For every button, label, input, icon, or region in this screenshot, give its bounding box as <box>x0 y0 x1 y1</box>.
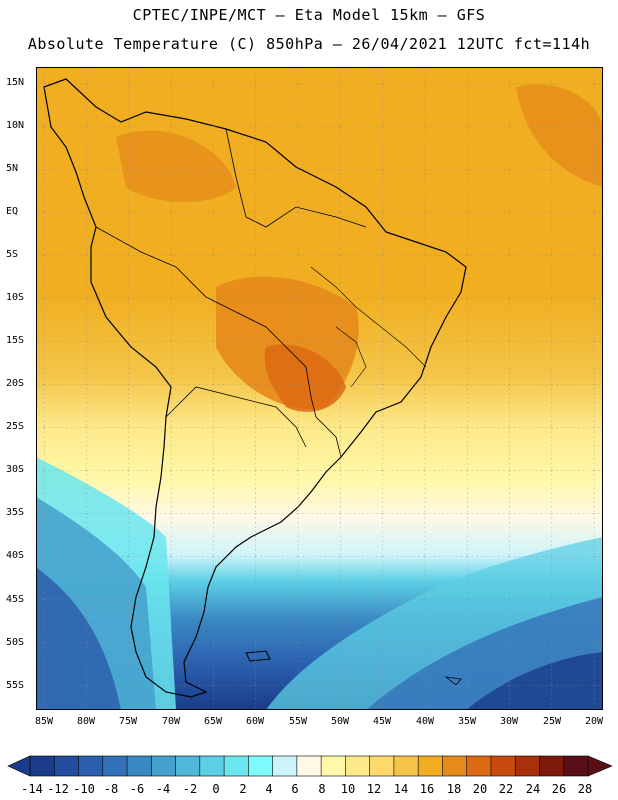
colorbar-label: 6 <box>291 782 299 796</box>
lat-label: 30S <box>6 464 25 475</box>
colorbar-segment <box>345 755 371 777</box>
colorbar-segment <box>102 755 128 777</box>
title-line-1: CPTEC/INPE/MCT – Eta Model 15km – GFS <box>132 6 486 24</box>
lat-label: 5N <box>6 163 19 174</box>
colorbar-segment <box>393 755 419 777</box>
colorbar-segment <box>417 755 444 777</box>
colorbar-label: -14 <box>21 782 43 796</box>
temperature-map <box>36 67 603 710</box>
lat-label: 50S <box>6 637 25 648</box>
lat-label: 5S <box>6 249 19 260</box>
colorbar-label: 18 <box>446 782 462 796</box>
title-line-2: Absolute Temperature (C) 850hPa – 26/04/… <box>27 35 591 53</box>
lon-label: 85W <box>34 716 54 727</box>
lat-label: EQ <box>6 206 19 217</box>
colorbar-segment <box>514 755 541 777</box>
lat-lon-grid <box>36 67 603 710</box>
colorbar-arrow-right <box>587 755 613 777</box>
colorbar-segment <box>248 755 274 777</box>
lat-label: 40S <box>6 550 25 561</box>
colorbar-label: 2 <box>239 782 247 796</box>
colorbar-segment <box>442 755 468 777</box>
colorbar-label: -10 <box>73 782 95 796</box>
colorbar-label: 20 <box>472 782 488 796</box>
colorbar-segment <box>296 755 322 777</box>
colorbar-label: -2 <box>182 782 198 796</box>
colorbar-segment <box>53 755 80 777</box>
lon-label: 55W <box>288 716 308 727</box>
colorbar-label: 10 <box>340 782 356 796</box>
lon-label: 75W <box>118 716 138 727</box>
colorbar-segment <box>320 755 347 777</box>
lon-label: 80W <box>76 716 96 727</box>
lon-label: 65W <box>203 716 223 727</box>
lat-label: 10S <box>6 292 25 303</box>
colorbar-label: 26 <box>551 782 567 796</box>
colorbar-segment <box>29 755 56 777</box>
lat-label: 25S <box>6 421 25 432</box>
lon-label: 30W <box>499 716 519 727</box>
colorbar-arrow-left <box>7 755 31 777</box>
colorbar-label: -12 <box>47 782 69 796</box>
lon-label: 20W <box>584 716 604 727</box>
colorbar-label: 22 <box>498 782 514 796</box>
colorbar-segment <box>490 755 517 777</box>
colorbar <box>7 755 613 777</box>
colorbar-label: 12 <box>366 782 382 796</box>
lon-label: 70W <box>161 716 181 727</box>
colorbar-segment <box>223 755 250 777</box>
colorbar-label: 24 <box>525 782 541 796</box>
colorbar-segment <box>369 755 395 777</box>
colorbar-label: 14 <box>393 782 409 796</box>
colorbar-segment <box>126 755 153 777</box>
lon-label: 45W <box>372 716 392 727</box>
lon-label: 60W <box>245 716 265 727</box>
colorbar-label: -8 <box>103 782 119 796</box>
map-panel <box>36 67 603 710</box>
colorbar-segment <box>78 755 104 777</box>
colorbar-segment <box>539 755 565 777</box>
lat-label: 15S <box>6 335 25 346</box>
colorbar-segment <box>151 755 177 777</box>
colorbar-segment <box>199 755 225 777</box>
colorbar-label: -6 <box>129 782 145 796</box>
colorbar-label: 0 <box>212 782 220 796</box>
colorbar-segment <box>272 755 298 777</box>
colorbar-label: 28 <box>577 782 593 796</box>
colorbar-label: 4 <box>265 782 273 796</box>
colorbar-label: -4 <box>155 782 171 796</box>
lat-label: 20S <box>6 378 25 389</box>
colorbar-segment <box>175 755 201 777</box>
lon-label: 25W <box>542 716 562 727</box>
lon-label: 35W <box>457 716 477 727</box>
lat-label: 10N <box>6 120 25 131</box>
colorbar-label: 8 <box>318 782 326 796</box>
colorbar-segment <box>466 755 492 777</box>
lat-label: 55S <box>6 680 25 691</box>
lon-label: 40W <box>415 716 435 727</box>
lat-label: 45S <box>6 594 25 605</box>
colorbar-segment <box>563 755 589 777</box>
map-frame <box>36 67 603 710</box>
colorbar-label: 16 <box>419 782 435 796</box>
lon-label: 50W <box>330 716 350 727</box>
lat-label: 35S <box>6 507 25 518</box>
lat-label: 15N <box>6 77 25 88</box>
